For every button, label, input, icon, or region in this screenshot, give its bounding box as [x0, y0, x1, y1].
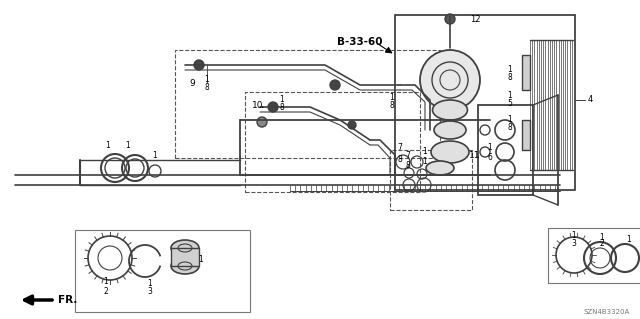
Text: 1: 1 [198, 255, 204, 263]
Text: 8: 8 [406, 160, 410, 169]
Bar [245, 92, 420, 192]
Ellipse shape [426, 161, 454, 175]
Text: 8: 8 [508, 123, 513, 132]
Ellipse shape [431, 141, 469, 163]
Text: 6: 6 [488, 152, 492, 161]
Ellipse shape [434, 121, 466, 139]
Circle shape [194, 60, 204, 70]
Bar [548, 228, 640, 283]
Text: 8: 8 [390, 101, 394, 110]
Bar [175, 50, 440, 158]
Circle shape [330, 80, 340, 90]
Text: 2: 2 [104, 286, 108, 295]
Text: 1: 1 [280, 94, 284, 103]
Text: 1: 1 [148, 278, 152, 287]
Text: 8: 8 [280, 102, 284, 112]
Text: 8: 8 [508, 73, 513, 83]
Bar [478, 105, 533, 195]
Text: 2: 2 [600, 240, 604, 249]
Bar [522, 55, 530, 90]
Text: 1: 1 [422, 147, 428, 157]
Text: 8: 8 [397, 155, 403, 165]
Text: 5: 5 [508, 99, 513, 108]
Ellipse shape [433, 100, 467, 120]
Bar [395, 15, 575, 190]
Text: 1: 1 [125, 140, 131, 150]
Text: 1: 1 [106, 140, 110, 150]
Bar [390, 150, 472, 210]
Text: 1: 1 [508, 115, 513, 124]
Text: 9: 9 [189, 78, 195, 87]
Text: 1: 1 [508, 91, 513, 100]
Text: 11: 11 [469, 151, 481, 160]
Bar [75, 230, 250, 312]
Circle shape [268, 102, 278, 112]
Text: 7: 7 [397, 144, 403, 152]
Circle shape [420, 50, 480, 110]
Text: 1: 1 [422, 158, 428, 167]
Text: B-33-60: B-33-60 [337, 37, 383, 47]
Text: 1: 1 [152, 151, 157, 160]
Text: 1: 1 [508, 65, 513, 75]
Text: 1: 1 [627, 235, 632, 244]
Text: 1: 1 [205, 75, 209, 84]
Ellipse shape [171, 240, 199, 256]
Text: 1: 1 [390, 93, 394, 102]
Bar [171, 248, 199, 266]
Ellipse shape [171, 258, 199, 274]
Text: 3: 3 [148, 286, 152, 295]
Text: 1: 1 [104, 278, 108, 286]
Circle shape [445, 14, 455, 24]
Text: 1: 1 [488, 144, 492, 152]
Text: 3: 3 [572, 239, 577, 248]
Circle shape [257, 117, 267, 127]
Text: 8: 8 [205, 83, 209, 92]
Text: •: • [260, 106, 264, 110]
Text: SZN4B3320A: SZN4B3320A [584, 309, 630, 315]
Text: 12: 12 [470, 16, 480, 25]
Circle shape [348, 121, 356, 129]
Bar [522, 120, 530, 150]
Text: 10: 10 [252, 100, 264, 109]
Text: 4: 4 [588, 95, 593, 105]
Text: FR.: FR. [58, 295, 77, 305]
Text: 1: 1 [600, 233, 604, 241]
Text: 1: 1 [572, 232, 577, 241]
Text: 7: 7 [406, 151, 410, 160]
